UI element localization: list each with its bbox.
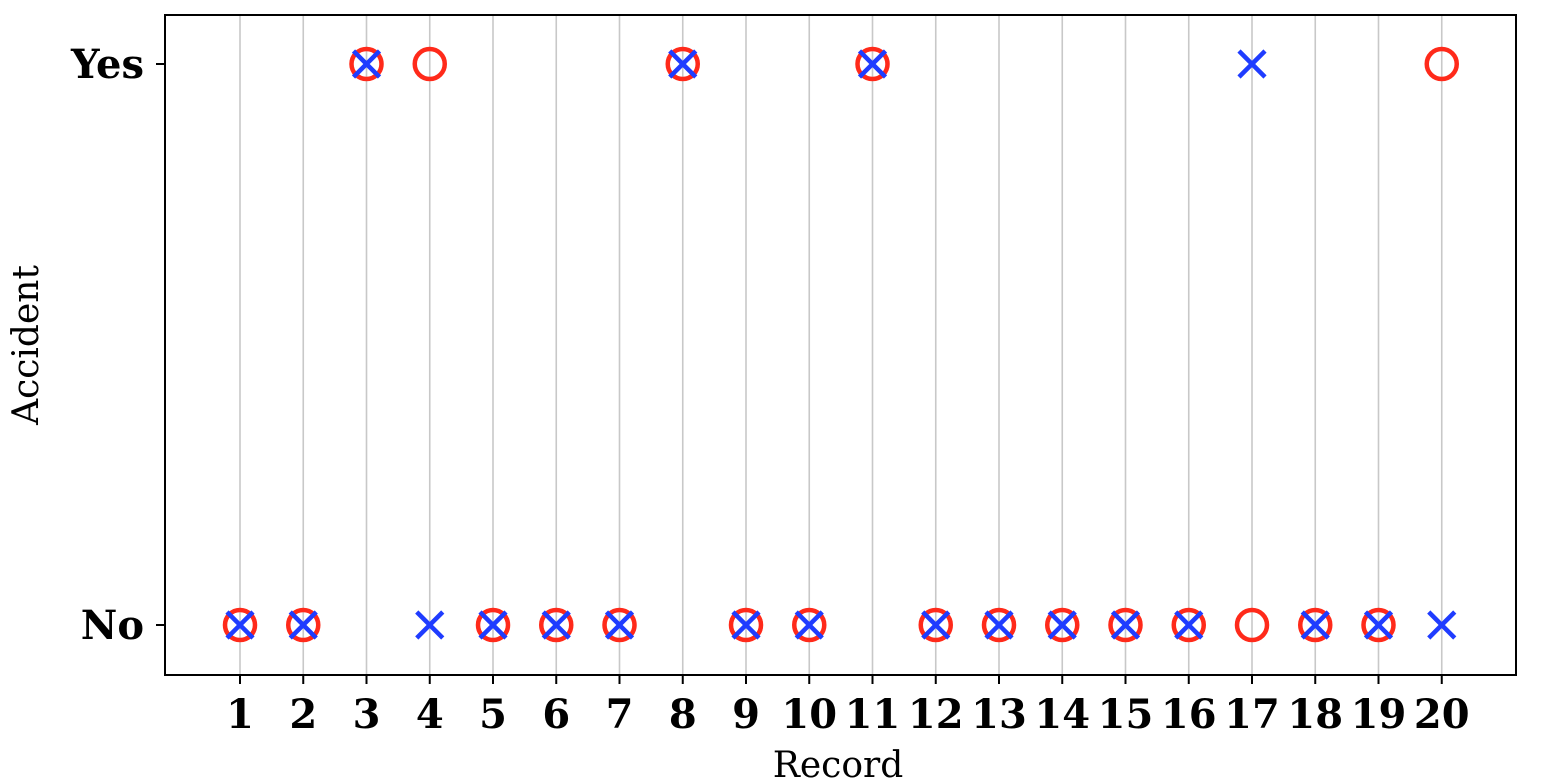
x-tick-label: 4 [416, 691, 444, 738]
data-point-cross [604, 610, 635, 640]
x-tick-label: 15 [1098, 691, 1154, 738]
data-point-circle [981, 607, 1017, 643]
x-axis-ticks: 1 2 3 4 5 6 7 8 9 10 11 12 13 14 15 16 17 18 19 20 [226, 675, 1470, 738]
data-point-circle [1424, 46, 1459, 82]
data-point-circle [855, 46, 890, 82]
y-tick-label: No [81, 602, 144, 649]
x-tick-label: 3 [353, 691, 381, 738]
data-point-cross [857, 49, 888, 79]
x-tick-label: 12 [908, 691, 964, 738]
data-point-cross [921, 610, 951, 640]
x-tick-label: 11 [845, 691, 901, 738]
data-point-circle [602, 607, 637, 643]
grid-lines [239, 15, 1443, 675]
x-tick-label: 18 [1287, 691, 1343, 738]
data-point-circle [349, 46, 384, 82]
x-tick-label: 9 [732, 691, 760, 738]
x-tick-label: 13 [971, 691, 1027, 738]
data-point-circle [1171, 607, 1206, 643]
data-point-cross [541, 610, 571, 640]
data-point-cross [1110, 610, 1141, 640]
x-tick-label: 10 [781, 691, 837, 738]
y-tick-label: Yes [70, 41, 144, 88]
data-point-cross [1047, 610, 1077, 640]
data-point-cross [478, 610, 508, 640]
x-tick-label: 20 [1414, 691, 1470, 738]
data-point-circle [539, 607, 574, 643]
y-axis-label: Accident [6, 265, 47, 426]
data-point-circle [286, 607, 321, 643]
data-point-circle [792, 607, 827, 643]
data-point-cross [1237, 49, 1267, 79]
data-point-cross [984, 610, 1014, 640]
data-point-circle [222, 607, 258, 643]
x-tick-label: 7 [606, 691, 634, 738]
x-tick-label: 8 [669, 691, 697, 738]
data-point-cross [1427, 610, 1457, 640]
data-point-circle [1108, 607, 1143, 643]
x-tick-label: 5 [479, 691, 507, 738]
data-point-circle [728, 607, 764, 643]
data-point-cross [794, 610, 824, 640]
data-point-cross [1363, 610, 1394, 640]
data-point-cross [1300, 610, 1330, 640]
data-marks [222, 46, 1459, 643]
plot-frame [164, 14, 1517, 676]
data-point-circle [475, 607, 511, 643]
data-point-cross [731, 610, 761, 640]
data-point-circle [1234, 607, 1270, 643]
data-point-circle [412, 46, 447, 82]
data-point-cross [668, 49, 698, 79]
data-point-circle [1361, 607, 1396, 643]
x-tick-label: 19 [1351, 691, 1407, 738]
y-axis-ticks: No Yes [70, 41, 165, 649]
x-tick-label: 17 [1224, 691, 1280, 738]
x-axis-label: Record [773, 745, 904, 783]
data-point-cross [225, 610, 255, 640]
x-tick-label: 6 [542, 691, 570, 738]
data-point-cross [351, 49, 382, 79]
x-tick-label: 1 [226, 691, 254, 738]
data-point-cross [415, 610, 445, 640]
x-tick-label: 14 [1034, 691, 1090, 738]
data-point-cross [288, 610, 318, 640]
data-point-circle [1298, 607, 1333, 643]
x-tick-label: 2 [289, 691, 317, 738]
data-point-circle [1045, 607, 1080, 643]
data-point-circle [665, 46, 700, 82]
data-point-cross [1174, 610, 1204, 640]
data-point-circle [918, 607, 953, 643]
x-tick-label: 16 [1161, 691, 1217, 738]
